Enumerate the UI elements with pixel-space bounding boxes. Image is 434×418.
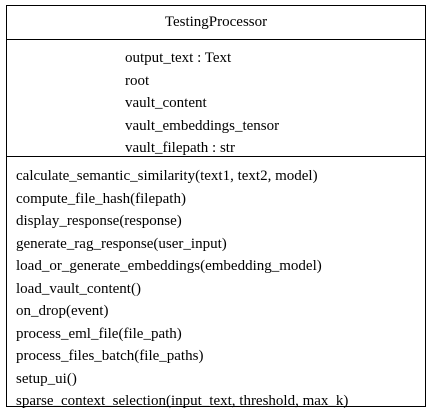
attribute-root: root	[125, 72, 150, 89]
method-calculate-semantic-similarity: calculate_semantic_similarity(text1, tex…	[16, 168, 318, 184]
method-process-files-batch: process_files_batch(file_paths)	[16, 348, 204, 364]
method-process-eml-file: process_eml_file(file_path)	[16, 325, 182, 342]
attributes-list: output_text : Text root vault_content va…	[125, 47, 279, 160]
attribute-output-text: output_text : Text	[125, 50, 232, 66]
attribute-vault-embeddings-tensor: vault_embeddings_tensor	[125, 117, 280, 134]
methods-list: calculate_semantic_similarity(text1, tex…	[16, 165, 348, 413]
methods-compartment: calculate_semantic_similarity(text1, tex…	[7, 157, 425, 409]
method-setup-ui: setup_ui()	[16, 370, 77, 387]
uml-class-box: TestingProcessor output_text : Text root…	[6, 5, 426, 409]
method-display-response: display_response(response)	[16, 213, 182, 229]
method-compute-file-hash: compute_file_hash(filepath)	[16, 190, 186, 207]
attribute-vault-content: vault_content	[125, 95, 207, 111]
class-name: TestingProcessor	[7, 6, 425, 40]
attributes-compartment: output_text : Text root vault_content va…	[7, 40, 425, 157]
method-load-or-generate-embeddings: load_or_generate_embeddings(embedding_mo…	[16, 258, 322, 274]
method-sparse-context-selection: sparse_context_selection(input_text, thr…	[16, 393, 349, 409]
method-generate-rag-response: generate_rag_response(user_input)	[16, 235, 227, 252]
method-on-drop: on_drop(event)	[16, 303, 109, 319]
method-load-vault-content: load_vault_content()	[16, 280, 141, 297]
attribute-vault-filepath: vault_filepath : str	[125, 140, 235, 156]
